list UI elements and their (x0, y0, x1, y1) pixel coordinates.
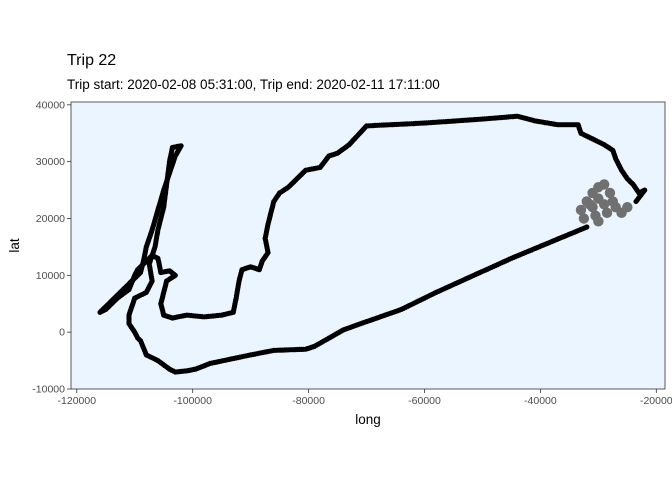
cluster-point-14 (601, 207, 613, 219)
x-axis: -120000 -100000 -80000 -60000 -40000 -20000 (58, 389, 672, 407)
y-tick-label-3: 20000 (36, 213, 65, 225)
cluster-point-15 (593, 216, 604, 227)
chart-subtitle: Trip start: 2020-02-08 05:31:00, Trip en… (67, 77, 440, 92)
x-tick-label-4: -40000 (524, 395, 557, 407)
cluster-point-1 (598, 179, 610, 190)
track-point-826 (633, 198, 639, 205)
chart-title: Trip 22 (67, 52, 117, 69)
x-tick-label-1: -100000 (173, 395, 212, 407)
y-axis-label: lat (7, 238, 22, 253)
cluster-point-12 (578, 213, 590, 224)
x-axis-label: long (355, 412, 381, 427)
cluster-point-17 (584, 199, 595, 210)
cluster-series (575, 179, 633, 227)
y-tick-label-5: 40000 (36, 99, 65, 111)
x-tick-label-5: -20000 (640, 395, 672, 407)
x-tick-label-2: -80000 (292, 395, 325, 407)
cluster-point-7 (575, 204, 587, 216)
cluster-point-16 (622, 201, 633, 213)
plot-panel (70, 101, 666, 390)
y-tick-label-0: -10000 (32, 384, 65, 396)
y-tick-label-2: 10000 (36, 270, 65, 282)
track-series (97, 113, 648, 375)
x-tick-label-3: -60000 (408, 395, 441, 407)
y-axis: -10000 0 10000 20000 30000 40000 (32, 99, 71, 396)
x-tick-label-0: -120000 (58, 395, 97, 407)
y-tick-label-4: 30000 (36, 156, 65, 168)
cluster-point-3 (604, 187, 616, 199)
y-tick-label-1: 0 (59, 327, 65, 339)
cluster-point-9 (598, 199, 610, 210)
